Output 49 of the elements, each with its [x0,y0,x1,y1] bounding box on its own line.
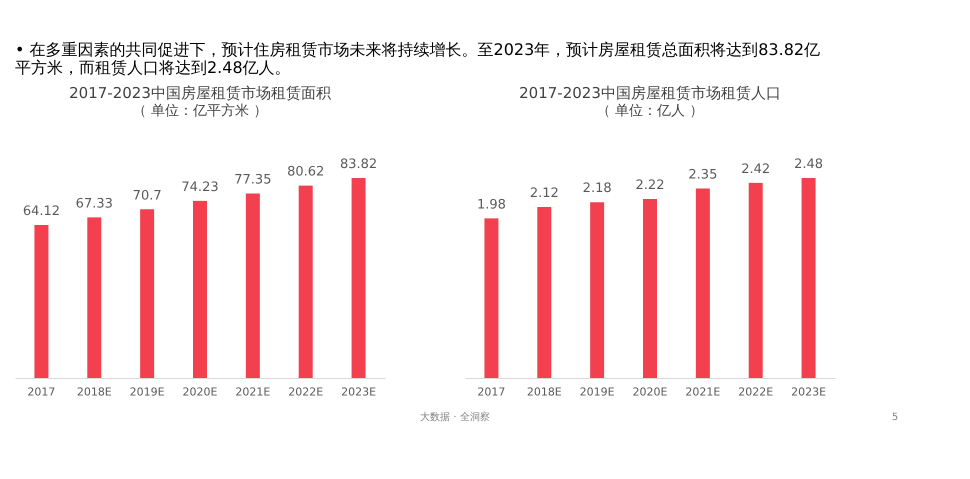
bar [193,200,207,378]
bar [802,178,816,378]
x-tick-label: 2018E [526,386,562,398]
bar [140,209,154,378]
bar [484,218,498,378]
x-tick-label: 2023E [341,386,376,398]
data-label: 80.62 [287,164,324,180]
data-label: 2.48 [794,157,824,172]
bar [537,207,552,378]
x-tick-label: 2019E [580,386,615,398]
x-tick-label: 2022E [738,386,774,398]
bar [748,182,763,378]
data-label: 2.22 [636,178,664,193]
x-tick-label: 2021E [235,386,270,398]
bar [34,225,48,378]
bar [87,217,102,378]
data-label: 83.82 [340,157,378,172]
chart-subtitle: （ 单位：亿人 ） [596,103,704,119]
text: • 在多重因素的共同促进下，预计住房租赁市场未来将持续增长。至2023年，预计房屋租赁总面积将达到83.82亿平方米，而租赁人口将达到2.48亿人。 [15,40,820,77]
x-tick-label: 2021E [685,386,720,398]
x-tick-label: 2018E [76,386,112,398]
data-label: 70.7 [132,188,162,204]
x-tick-label: 2017 [27,386,56,398]
data-label: 77.35 [234,172,272,188]
data-label: 2.35 [688,167,718,182]
data-label: 74.23 [181,180,219,195]
x-tick-label: 2023E [791,386,826,398]
data-label: 2.12 [530,186,559,202]
x-tick-label: 2022E [288,386,324,398]
bar [246,193,260,378]
bar [352,178,366,378]
chart-title: 2017-2023中国房屋租赁市场租赁面积 [69,84,331,102]
bar [298,186,313,378]
data-label: 1.98 [476,197,506,212]
x-tick-label: 2017 [477,386,506,398]
bar [590,202,604,378]
data-label: 67.33 [76,196,113,212]
bar [643,198,657,378]
text: 大数据 · 全洞察 [420,411,490,423]
text: 5 [892,412,898,423]
bar [696,188,710,378]
data-label: 2.18 [582,181,612,196]
x-tick-label: 2020E [182,386,218,398]
chart-title: 2017-2023中国房屋租赁市场租赁人口 [519,84,781,102]
data-label: 2.42 [741,162,770,177]
x-tick-label: 2020E [632,386,668,398]
x-tick-label: 2019E [130,386,165,398]
chart-subtitle: （ 单位：亿平方米 ） [132,103,268,119]
data-label: 64.12 [22,204,60,220]
